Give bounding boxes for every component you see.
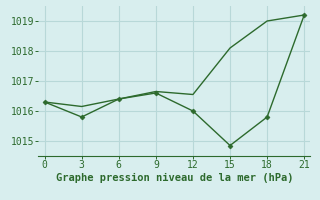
X-axis label: Graphe pression niveau de la mer (hPa): Graphe pression niveau de la mer (hPa) bbox=[56, 173, 293, 183]
